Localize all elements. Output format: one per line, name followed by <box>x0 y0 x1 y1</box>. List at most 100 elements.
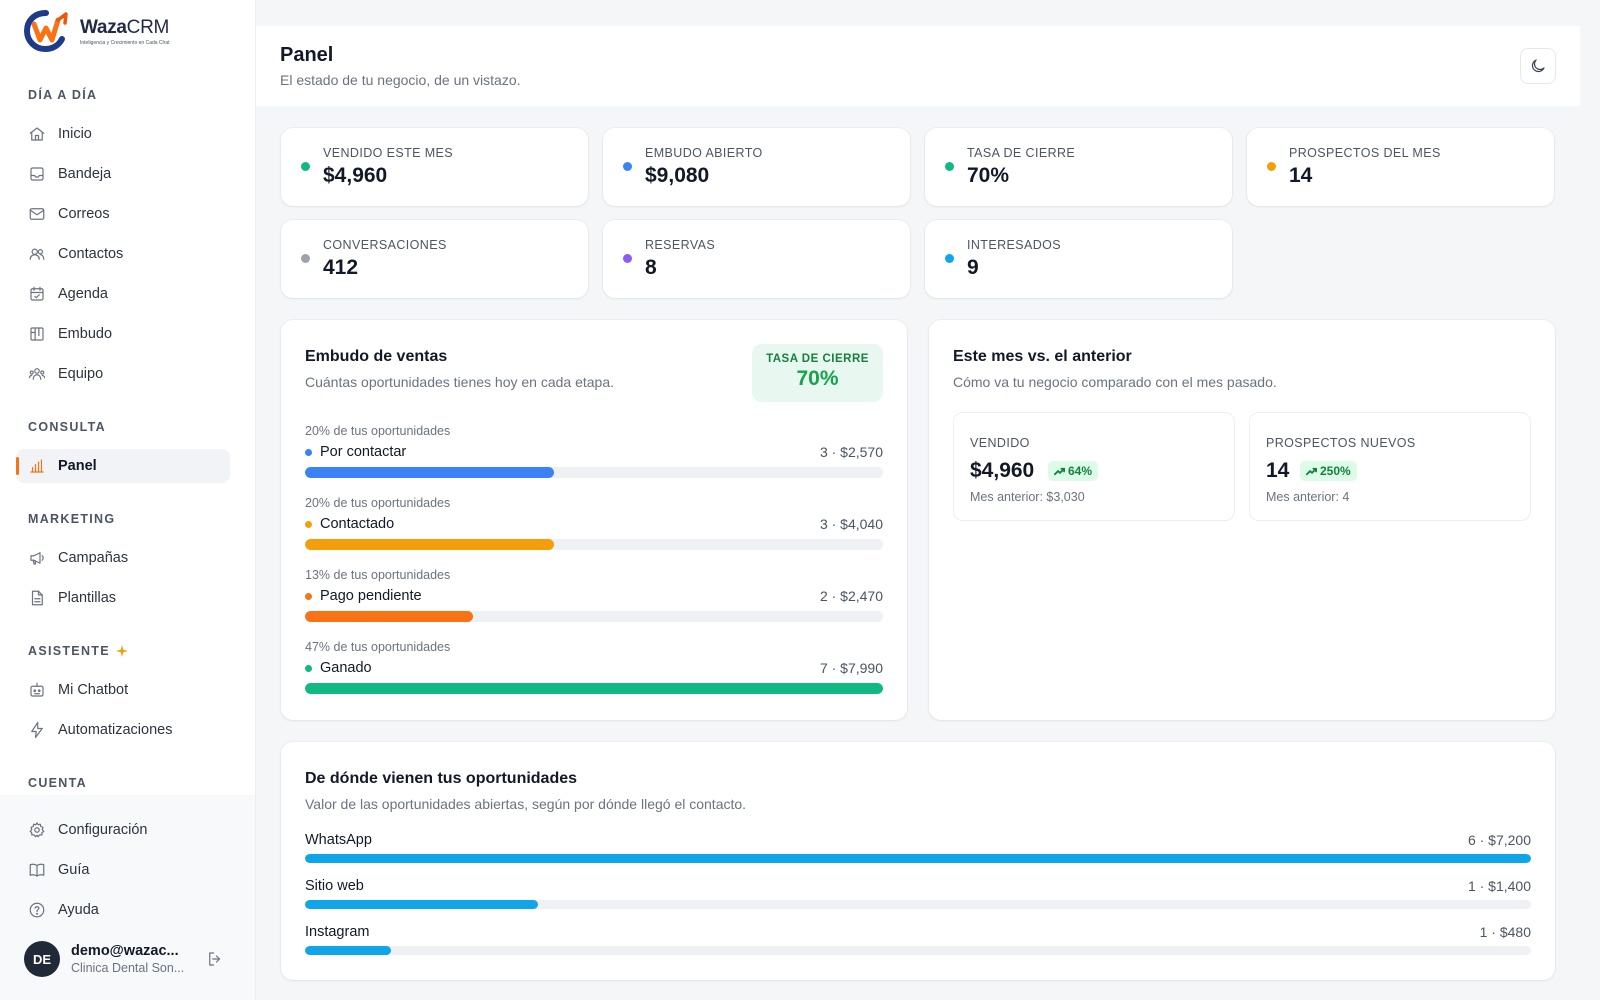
sidebar-item-chatbot[interactable]: Mi Chatbot <box>16 673 230 707</box>
section-consult: CONSULTA <box>28 420 106 434</box>
panel-title: De dónde vienen tus oportunidades <box>305 770 578 787</box>
stat-value: 8 <box>645 256 657 279</box>
brand-name: WazaCRM <box>80 16 170 38</box>
stat-value: 14 <box>1289 164 1313 187</box>
sidebar-item-configuracion[interactable]: Configuración <box>16 813 230 847</box>
sidebar-item-campanas[interactable]: Campañas <box>16 541 230 575</box>
sidebar: WazaCRM Inteligencia y Crecimiento en Ca… <box>0 0 256 1000</box>
sidebar-item-label: Ayuda <box>58 902 99 918</box>
sidebar-item-correos[interactable]: Correos <box>16 197 230 231</box>
stat-label: RESERVAS <box>645 238 716 252</box>
panel-subtitle: Valor de las oportunidades abiertas, seg… <box>305 796 747 812</box>
stage-percent: 20% de tus oportunidades <box>305 496 451 510</box>
progress-fill <box>305 854 1531 863</box>
status-dot <box>301 254 310 263</box>
progress-track <box>305 467 883 478</box>
sidebar-item-label: Inicio <box>58 126 92 142</box>
funnel-stage[interactable]: 47% de tus oportunidades Ganado 7 · $7,9… <box>305 640 883 706</box>
progress-track <box>305 854 1531 863</box>
stage-dot <box>305 448 312 456</box>
stage-meta: 3 · $2,570 <box>819 444 883 460</box>
stat-card-embudo-abierto: EMBUDO ABIERTO $9,080 <box>603 128 910 206</box>
panel-title: Este mes vs. el anterior <box>953 348 1132 365</box>
sidebar-item-plantillas[interactable]: Plantillas <box>16 581 230 615</box>
section-assistant-label: ASISTENTE <box>28 644 110 658</box>
theme-toggle-button[interactable] <box>1520 48 1556 84</box>
sidebar-item-equipo[interactable]: Equipo <box>16 357 230 391</box>
stat-value: $9,080 <box>645 164 710 187</box>
book-icon <box>29 863 45 877</box>
sidebar-item-label: Correos <box>58 206 110 222</box>
previous-value: Mes anterior: 4 <box>1266 490 1350 504</box>
change-value: 250% <box>1320 464 1351 478</box>
status-dot <box>623 254 632 263</box>
stage-meta: 3 · $4,040 <box>819 516 883 532</box>
user-profile[interactable]: DE demo@wazac... Clinica Dental Son... <box>24 941 184 977</box>
logout-button[interactable] <box>206 950 224 968</box>
page-header: Panel El estado de tu negocio, de un vis… <box>256 26 1580 106</box>
comparison-card-vendido: VENDIDO $4,960 64% Mes anterior: $3,030 <box>953 412 1235 521</box>
stat-label: CONVERSACIONES <box>323 238 447 252</box>
sparkle-icon <box>115 645 128 657</box>
brand-logo[interactable]: WazaCRM Inteligencia y Crecimiento en Ca… <box>23 10 170 53</box>
sidebar-item-inicio[interactable]: Inicio <box>16 117 230 151</box>
sidebar-item-label: Contactos <box>58 246 124 262</box>
progress-fill <box>305 683 883 694</box>
funnel-stage[interactable]: 13% de tus oportunidades Pago pendiente … <box>305 568 883 634</box>
megaphone-icon <box>30 552 44 565</box>
users-icon <box>29 248 45 260</box>
sidebar-item-embudo[interactable]: Embudo <box>16 317 230 351</box>
source-row[interactable]: WhatsApp 6 · $7,200 <box>305 832 1531 863</box>
status-dot <box>623 162 632 171</box>
sidebar-item-label: Configuración <box>58 822 148 838</box>
sidebar-item-contactos[interactable]: Contactos <box>16 237 230 271</box>
sidebar-item-bandeja[interactable]: Bandeja <box>16 157 230 191</box>
stage-name: Por contactar <box>320 444 407 460</box>
kanban-icon <box>30 327 44 341</box>
stage-dot <box>305 664 312 672</box>
page-title: Panel <box>280 44 334 66</box>
funnel-stage[interactable]: 20% de tus oportunidades Contactado 3 · … <box>305 496 883 562</box>
bolt-icon <box>31 721 43 739</box>
stage-meta: 7 · $7,990 <box>819 660 883 676</box>
user-org: Clinica Dental Son... <box>71 961 185 975</box>
source-row[interactable]: Sitio web 1 · $1,400 <box>305 878 1531 909</box>
funnel-stage[interactable]: 20% de tus oportunidades Por contactar 3… <box>305 424 883 490</box>
sidebar-item-panel[interactable]: Panel <box>16 449 230 483</box>
month-comparison-panel: Este mes vs. el anterior Cómo va tu nego… <box>929 320 1555 720</box>
stage-percent: 47% de tus oportunidades <box>305 640 451 654</box>
source-name: WhatsApp <box>305 832 372 848</box>
comparison-label: VENDIDO <box>970 436 1030 450</box>
progress-track <box>305 900 1531 909</box>
avatar: DE <box>24 941 60 977</box>
source-meta: 1 · $1,400 <box>1467 878 1531 894</box>
stat-value: 9 <box>967 256 979 279</box>
sidebar-item-automatizaciones[interactable]: Automatizaciones <box>16 713 230 747</box>
bot-icon <box>30 682 44 697</box>
source-row[interactable]: Instagram 1 · $480 <box>305 924 1531 955</box>
brand-tagline: Inteligencia y Crecimiento en Cada Chat <box>80 39 170 46</box>
progress-track <box>305 683 883 694</box>
moon-icon <box>1531 59 1545 73</box>
calendar-icon <box>30 286 44 301</box>
progress-fill <box>305 611 473 622</box>
stat-label: PROSPECTOS DEL MES <box>1289 146 1441 160</box>
stage-meta: 2 · $2,470 <box>819 588 883 604</box>
team-icon <box>28 368 46 380</box>
sidebar-item-ayuda[interactable]: Ayuda <box>16 893 230 927</box>
progress-track <box>305 611 883 622</box>
stat-value: 412 <box>323 256 359 279</box>
stat-value: $4,960 <box>323 164 388 187</box>
section-marketing: MARKETING <box>28 512 116 526</box>
sidebar-item-label: Automatizaciones <box>58 722 173 738</box>
inbox-icon <box>30 167 44 181</box>
logo-icon <box>23 10 74 53</box>
sidebar-item-guia[interactable]: Guía <box>16 853 230 887</box>
comparison-value: 14 <box>1266 459 1290 482</box>
stat-value: 70% <box>967 164 1010 187</box>
stat-card-tasa-cierre: TASA DE CIERRE 70% <box>925 128 1232 206</box>
stat-label: VENDIDO ESTE MES <box>323 146 454 160</box>
progress-fill <box>305 467 554 478</box>
sidebar-item-agenda[interactable]: Agenda <box>16 277 230 311</box>
sidebar-item-label: Embudo <box>58 326 113 342</box>
